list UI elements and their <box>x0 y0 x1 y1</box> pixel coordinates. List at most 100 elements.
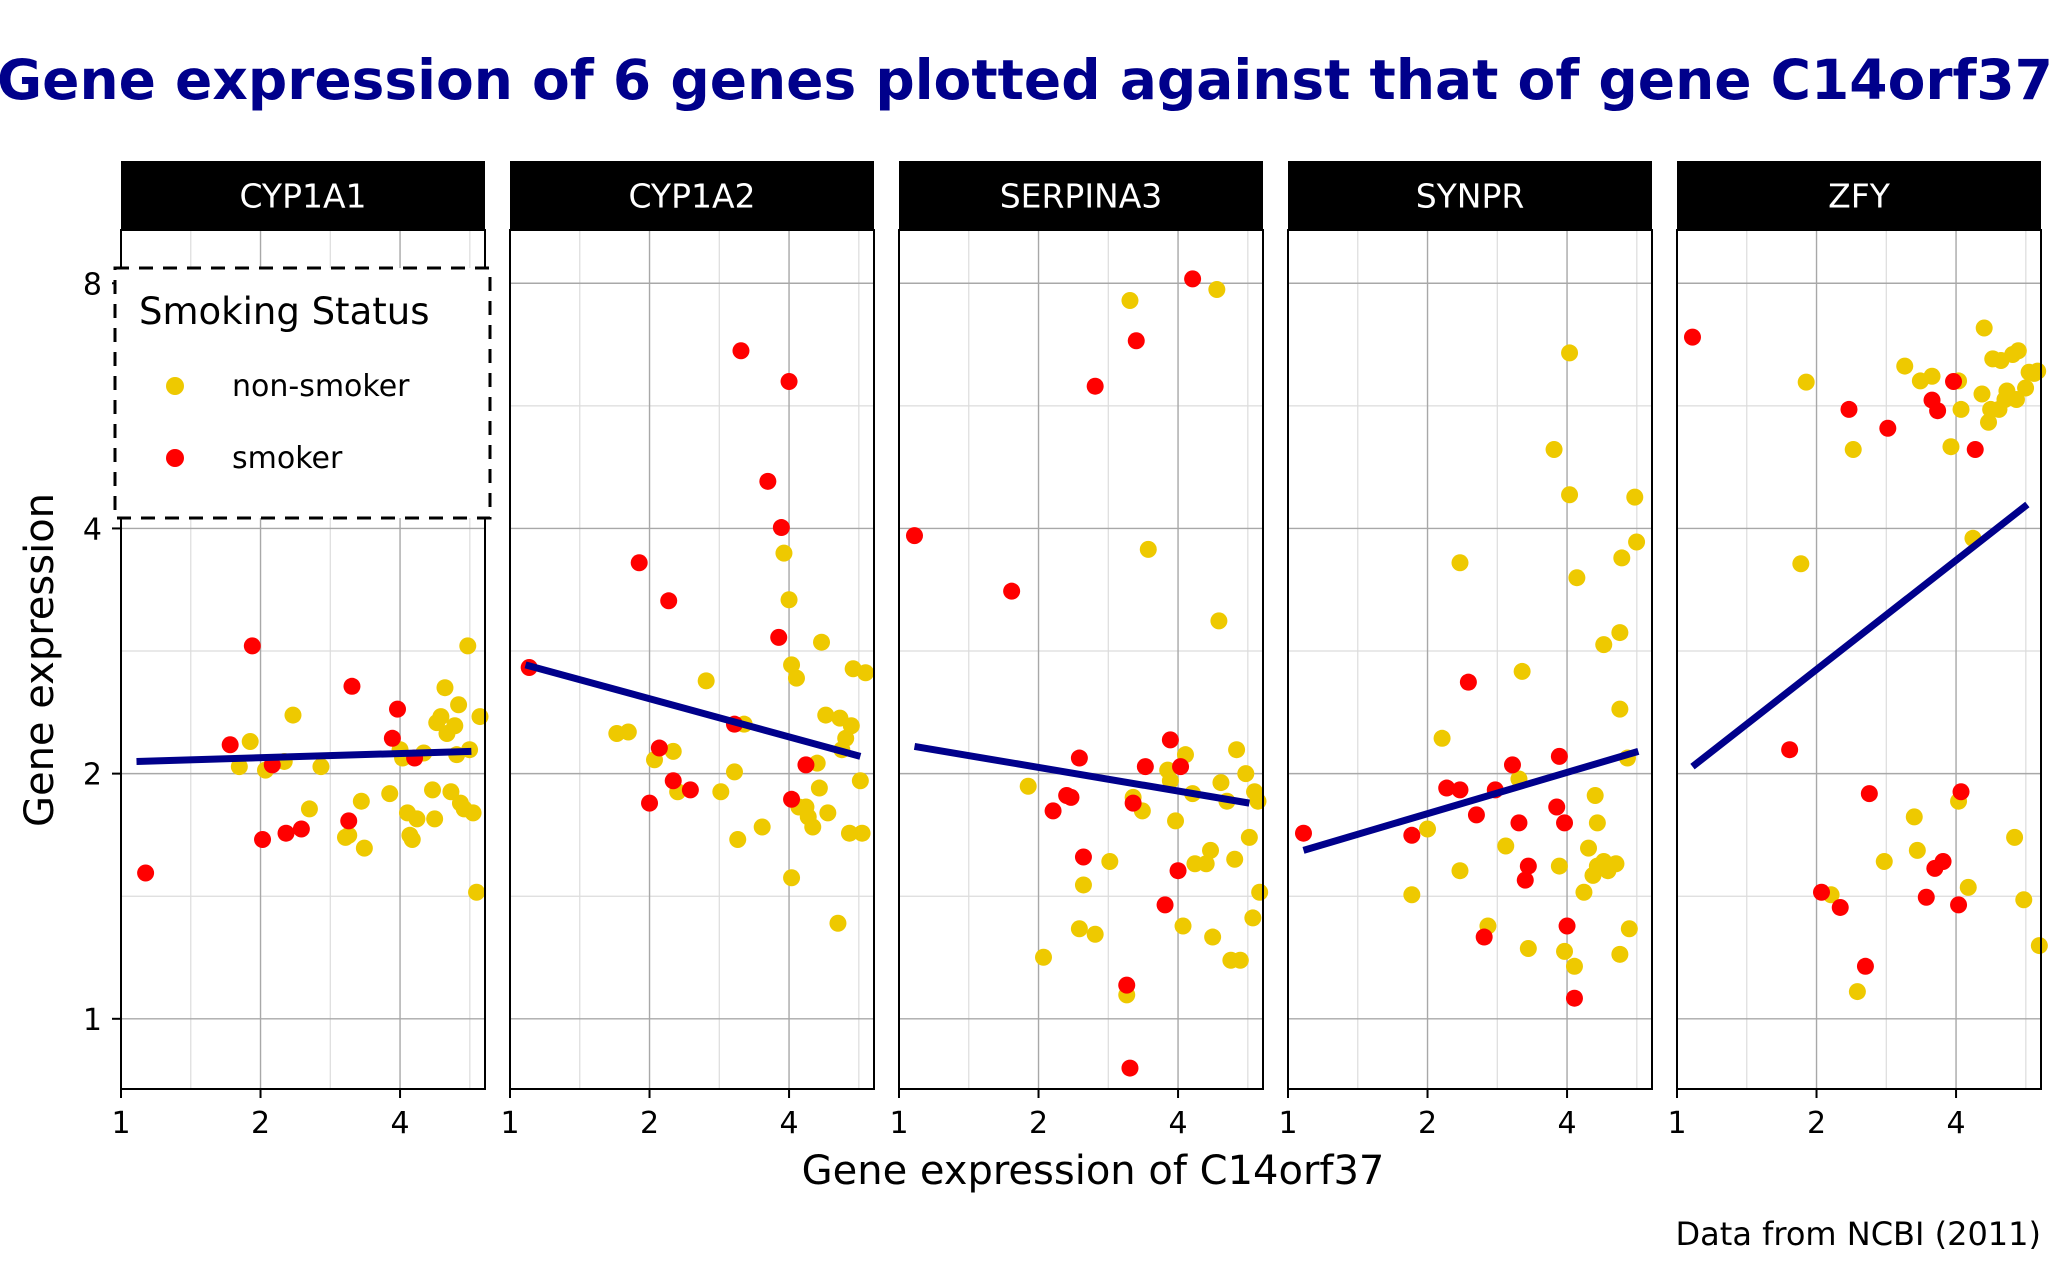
data-point-non-smoker <box>1797 373 1815 391</box>
trend-line <box>1690 501 2030 770</box>
data-point-smoker <box>1475 928 1493 946</box>
data-point-non-smoker <box>436 679 454 697</box>
y-tick-label: 1 <box>83 1003 102 1038</box>
data-point-smoker <box>1503 756 1521 774</box>
x-tick-label: 4 <box>1558 1106 1577 1141</box>
data-point-non-smoker <box>1019 777 1037 795</box>
panel-border <box>898 229 1264 1090</box>
data-point-smoker <box>630 554 648 572</box>
data-point-smoker <box>137 864 155 882</box>
data-point-non-smoker <box>403 831 421 849</box>
data-point-non-smoker <box>1611 624 1629 642</box>
data-point-non-smoker <box>1556 942 1574 960</box>
x-tick-label: 2 <box>1418 1106 1437 1141</box>
data-point-smoker <box>254 831 272 849</box>
data-point-smoker <box>1172 758 1190 776</box>
data-point-non-smoker <box>712 783 730 801</box>
data-point-smoker <box>1558 917 1576 935</box>
data-point-smoker <box>1781 741 1799 759</box>
data-point-smoker <box>1169 862 1187 880</box>
x-tick-label: 1 <box>1667 1106 1686 1141</box>
data-point-non-smoker <box>810 779 828 797</box>
trend-line <box>524 661 862 760</box>
data-point-non-smoker <box>1237 765 1255 783</box>
data-point-non-smoker <box>1251 883 1269 901</box>
data-point-non-smoker <box>408 810 426 828</box>
data-point-smoker <box>1812 883 1830 901</box>
data-point-non-smoker <box>1240 828 1258 846</box>
x-tick-label: 4 <box>780 1106 799 1141</box>
data-point-smoker <box>681 781 699 799</box>
data-point-non-smoker <box>753 818 771 836</box>
x-tick-label: 2 <box>251 1106 270 1141</box>
data-point-non-smoker <box>697 672 715 690</box>
data-point-non-smoker <box>1580 839 1598 857</box>
data-point-non-smoker <box>1586 787 1604 805</box>
facet-strip-label: CYP1A2 <box>628 177 755 216</box>
data-point-smoker <box>641 794 659 812</box>
data-point-non-smoker <box>1588 814 1606 832</box>
legend-key-smoker <box>166 449 184 467</box>
data-point-non-smoker <box>1451 862 1469 880</box>
data-point-smoker <box>1062 788 1080 806</box>
data-point-smoker <box>1683 328 1701 346</box>
data-point-non-smoker <box>1575 883 1593 901</box>
data-point-non-smoker <box>2017 379 2035 397</box>
data-point-non-smoker <box>1607 855 1625 873</box>
data-point-smoker <box>783 790 801 808</box>
data-point-non-smoker <box>725 763 743 781</box>
data-point-smoker <box>1840 400 1858 418</box>
x-tick-label: 4 <box>1169 1106 1188 1141</box>
data-point-non-smoker <box>780 591 798 609</box>
legend-label: non-smoker <box>232 369 410 404</box>
data-point-non-smoker <box>783 656 801 674</box>
data-point-non-smoker <box>1875 853 1893 871</box>
data-point-non-smoker <box>2009 342 2027 360</box>
data-point-smoker <box>221 736 239 754</box>
x-tick-label: 1 <box>1278 1106 1297 1141</box>
data-point-non-smoker <box>829 914 847 932</box>
data-point-non-smoker <box>1403 886 1421 904</box>
data-point-smoker <box>1403 826 1421 844</box>
data-point-smoker <box>650 739 668 757</box>
data-point-non-smoker <box>1565 957 1583 975</box>
data-point-non-smoker <box>442 783 460 801</box>
data-point-non-smoker <box>1595 636 1613 654</box>
data-point-non-smoker <box>1611 700 1629 718</box>
data-point-non-smoker <box>1070 920 1088 938</box>
data-point-non-smoker <box>2006 828 2024 846</box>
data-point-non-smoker <box>230 758 248 776</box>
data-point-non-smoker <box>1905 808 1923 826</box>
data-point-smoker <box>1121 1059 1139 1077</box>
data-point-smoker <box>277 824 295 842</box>
data-point-non-smoker <box>819 804 837 822</box>
data-point-non-smoker <box>1568 569 1586 587</box>
data-point-smoker <box>1438 779 1456 797</box>
data-point-non-smoker <box>2029 362 2047 380</box>
data-point-non-smoker <box>284 706 302 724</box>
trend-line <box>1302 747 1640 854</box>
data-point-non-smoker <box>1174 917 1192 935</box>
data-point-non-smoker <box>813 633 831 651</box>
data-point-non-smoker <box>1101 853 1119 871</box>
data-point-non-smoker <box>426 810 444 828</box>
data-point-non-smoker <box>1231 951 1249 969</box>
data-point-smoker <box>772 519 790 537</box>
data-point-smoker <box>1124 794 1142 812</box>
data-point-non-smoker <box>1942 438 1960 456</box>
legend-key-non-smoker <box>166 377 184 395</box>
data-point-non-smoker <box>842 717 860 735</box>
data-point-non-smoker <box>1497 837 1515 855</box>
data-point-smoker <box>1519 857 1537 875</box>
trend-line <box>913 742 1250 807</box>
data-point-smoker <box>340 812 358 830</box>
data-point-non-smoker <box>1561 486 1579 504</box>
data-point-non-smoker <box>1433 729 1451 747</box>
data-point-smoker <box>1161 731 1179 749</box>
data-point-smoker <box>660 592 678 610</box>
data-point-non-smoker <box>1848 983 1866 1001</box>
panel-border <box>1676 229 2042 1090</box>
data-point-smoker <box>1294 824 1312 842</box>
facet-strip <box>1288 161 1652 230</box>
